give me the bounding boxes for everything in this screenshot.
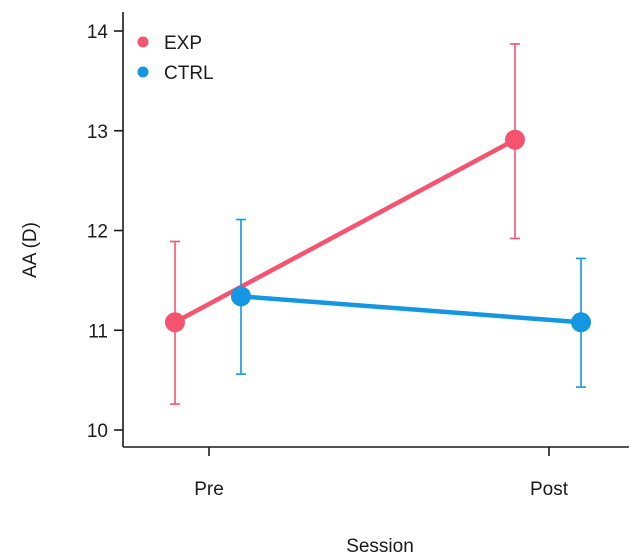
legend-marker: [137, 36, 149, 48]
x-tick-label: Post: [530, 479, 569, 500]
series-exp: [165, 43, 525, 405]
legend-label: EXP: [164, 33, 202, 54]
data-point: [165, 312, 185, 333]
legend-label: CTRL: [164, 63, 214, 84]
data-point: [505, 129, 525, 150]
y-tick-label: 13: [87, 122, 108, 143]
y-tick-label: 11: [88, 321, 108, 342]
x-axis-label: Session: [346, 536, 414, 554]
y-tick-label: 12: [87, 222, 108, 243]
series-ctrl: [231, 218, 591, 388]
y-ticks: 10 11 12 13 14: [87, 22, 123, 442]
y-tick-label: 14: [87, 22, 109, 43]
data-point: [231, 286, 251, 307]
axes: 10 11 12 13 14 Pre Post: [87, 12, 629, 500]
y-axis-label: AA (D): [20, 222, 41, 278]
data-point: [571, 312, 591, 333]
x-ticks: Pre Post: [194, 447, 569, 500]
series-line: [238, 294, 584, 325]
y-tick-label: 10: [87, 421, 108, 442]
x-tick-label: Pre: [194, 479, 224, 500]
legend-marker: [137, 66, 149, 78]
series-layer: [165, 43, 591, 405]
legend: EXP CTRL: [137, 33, 214, 84]
series-line: [172, 137, 518, 325]
